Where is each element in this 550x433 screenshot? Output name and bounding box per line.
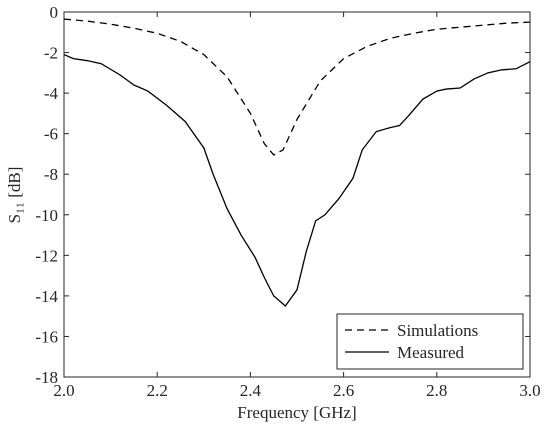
y-tick-label: 0 xyxy=(50,3,59,22)
x-tick-label: 2.4 xyxy=(240,381,262,400)
x-axis-label: Frequency [GHz] xyxy=(237,403,356,422)
line-series xyxy=(63,53,531,307)
y-tick-label: -6 xyxy=(44,125,58,144)
y-tick-label: -14 xyxy=(35,287,58,306)
x-tick-label: 2.8 xyxy=(426,381,447,400)
y-tick-label: -2 xyxy=(44,44,58,63)
y-tick-label: -12 xyxy=(35,246,58,265)
y-tick-label: -4 xyxy=(44,84,59,103)
x-tick-label: 2.6 xyxy=(333,381,354,400)
line-series xyxy=(63,18,531,156)
y-tick-label: -10 xyxy=(35,206,58,225)
x-tick-label: 2.2 xyxy=(147,381,168,400)
legend-box xyxy=(336,313,524,370)
y-tick-label: -16 xyxy=(35,327,58,346)
x-tick-label: 3.0 xyxy=(519,381,540,400)
legend-label: Measured xyxy=(397,343,465,362)
y-axis-label: S₁₁ [dB] xyxy=(5,167,24,224)
y-tick-label: -8 xyxy=(44,165,58,184)
legend-label: Simulations xyxy=(397,321,478,340)
y-tick-label: -18 xyxy=(35,368,58,387)
x-tick-label: 2.0 xyxy=(53,381,74,400)
